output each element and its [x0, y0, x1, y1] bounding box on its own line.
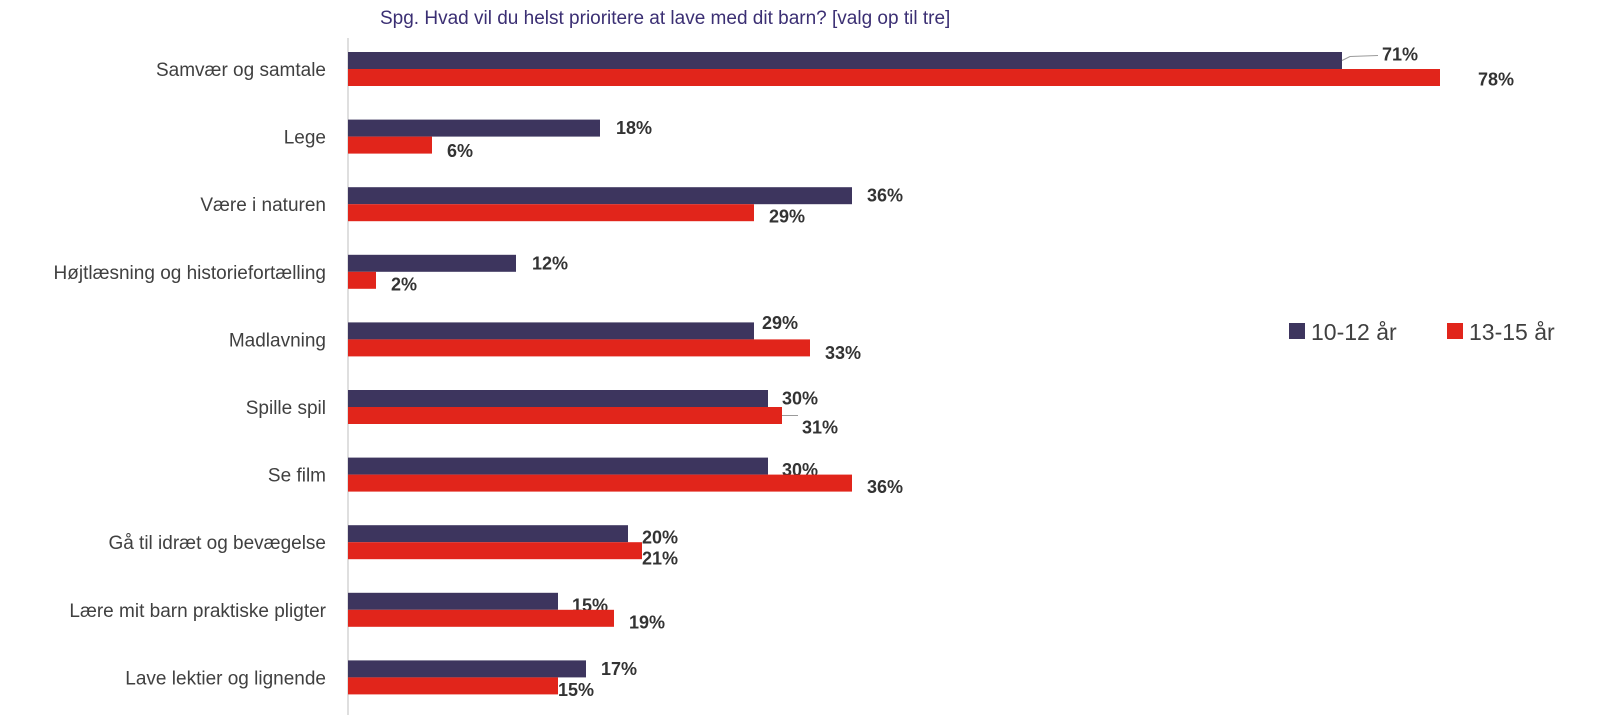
bar — [348, 542, 642, 560]
bar — [348, 390, 768, 407]
bar — [348, 204, 754, 222]
data-label: 20% — [642, 528, 678, 548]
bar — [348, 254, 516, 272]
bar — [348, 339, 810, 357]
chart-title: Spg. Hvad vil du helst prioritere at lav… — [380, 8, 951, 29]
bar — [348, 119, 600, 137]
bar — [348, 457, 768, 475]
bar — [348, 52, 1342, 69]
data-label: 33% — [825, 343, 861, 363]
bar — [348, 69, 1440, 86]
bar — [348, 592, 558, 610]
data-label: 29% — [769, 207, 805, 227]
data-label: 6% — [447, 141, 473, 161]
category-label: Madlavning — [229, 330, 326, 351]
data-label: 71% — [1382, 45, 1418, 65]
bar — [348, 322, 754, 340]
category-label: Lege — [284, 128, 326, 149]
data-label: 78% — [1478, 70, 1514, 90]
data-label: 15% — [558, 680, 594, 700]
data-label: 17% — [601, 659, 637, 679]
category-label: Samvær og samtale — [156, 60, 326, 81]
data-label: 31% — [802, 418, 838, 438]
data-label: 30% — [782, 389, 818, 409]
data-label: 36% — [867, 186, 903, 206]
legend-label: 10-12 år — [1311, 319, 1397, 345]
bar — [348, 609, 614, 627]
bar — [348, 187, 852, 205]
leader-line — [1341, 55, 1379, 61]
data-label: 12% — [532, 253, 568, 273]
category-label: Lære mit barn praktiske pligter — [69, 601, 326, 622]
bar — [348, 474, 852, 492]
bar — [348, 271, 376, 289]
data-label: 18% — [616, 118, 652, 138]
category-label: Gå til idræt og bevægelse — [108, 533, 326, 554]
data-label: 2% — [391, 274, 417, 294]
bar — [348, 677, 558, 695]
bar — [348, 407, 782, 424]
bar — [348, 136, 432, 154]
data-label: 36% — [867, 477, 903, 497]
bar — [348, 660, 586, 678]
category-label: Lave lektier og lignende — [125, 668, 326, 689]
bar — [348, 525, 628, 543]
legend-label: 13-15 år — [1469, 319, 1555, 345]
data-label: 21% — [642, 549, 678, 569]
data-label: 29% — [762, 313, 798, 333]
category-label: Være i naturen — [200, 195, 326, 216]
legend-swatch — [1447, 323, 1463, 339]
category-label: Spille spil — [246, 398, 326, 419]
category-label: Se film — [268, 466, 326, 487]
legend-swatch — [1289, 323, 1305, 339]
category-label: Højtlæsning og historiefortælling — [54, 263, 326, 284]
data-label: 19% — [629, 612, 665, 632]
